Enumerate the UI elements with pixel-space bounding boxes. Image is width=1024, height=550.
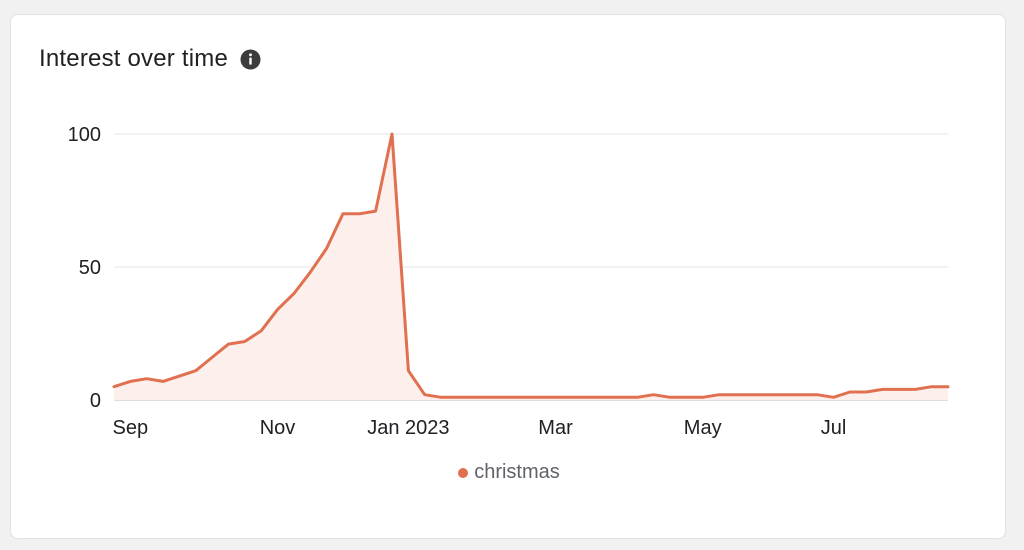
data-point [913,387,918,392]
data-point [864,390,869,395]
x-tick-label-4: May [684,417,722,439]
series-line-christmas [112,132,950,399]
x-tick-label-0: Sep [113,417,149,439]
data-point [406,368,411,373]
data-point [946,384,951,389]
data-point [242,339,247,344]
data-point [439,395,444,400]
data-point [340,211,345,216]
series-area-christmas [114,134,948,400]
data-point [815,392,820,397]
data-point [700,395,705,400]
data-point [618,395,623,400]
interest-line-chart: 0 50 100 Sep Nov Jan 2023 Mar May Jul [68,124,951,439]
data-point [537,395,542,400]
data-point [210,355,215,360]
data-point [635,395,640,400]
x-tick-label-3: Mar [538,417,573,439]
legend-label: christmas [474,461,560,483]
data-point [749,392,754,397]
data-point [471,395,476,400]
data-point [144,376,149,381]
data-point [226,342,231,347]
data-point [291,291,296,296]
info-icon[interactable] [240,49,261,70]
chart-legend: christmas [11,461,1007,484]
x-tick-label-2: Jan 2023 [367,417,449,439]
card-title: Interest over time [39,45,229,72]
data-point [929,384,934,389]
data-point [733,392,738,397]
data-point [193,368,198,373]
data-point [553,395,558,400]
data-point [422,392,427,397]
data-point [831,395,836,400]
data-point [717,392,722,397]
data-point [766,392,771,397]
data-point [488,395,493,400]
data-point [275,307,280,312]
legend-swatch [458,467,469,478]
data-point [651,392,656,397]
card-header: Interest over time [39,45,261,73]
data-point [324,246,329,251]
data-point [684,395,689,400]
data-point [880,387,885,392]
x-tick-label-1: Nov [260,417,296,439]
y-tick-label-100: 100 [68,124,101,146]
data-point [782,392,787,397]
data-point [112,384,117,389]
y-tick-label-50: 50 [79,257,101,279]
data-point [357,211,362,216]
data-point [798,392,803,397]
data-point [668,395,673,400]
data-point [896,387,901,392]
data-point [455,395,460,400]
data-point [504,395,509,400]
y-tick-label-0: 0 [90,390,101,412]
data-point [390,132,395,137]
data-point [161,379,166,384]
data-point [569,395,574,400]
data-point [259,328,264,333]
data-point [586,395,591,400]
data-point [308,270,313,275]
data-point [847,390,852,395]
data-point [128,379,133,384]
data-point [602,395,607,400]
interest-over-time-card: Interest over time 0 50 100 Sep Nov Jan 2023 M… [10,14,1006,539]
data-point [520,395,525,400]
data-point [373,209,378,214]
data-point [177,374,182,379]
x-tick-label-5: Jul [821,417,847,439]
